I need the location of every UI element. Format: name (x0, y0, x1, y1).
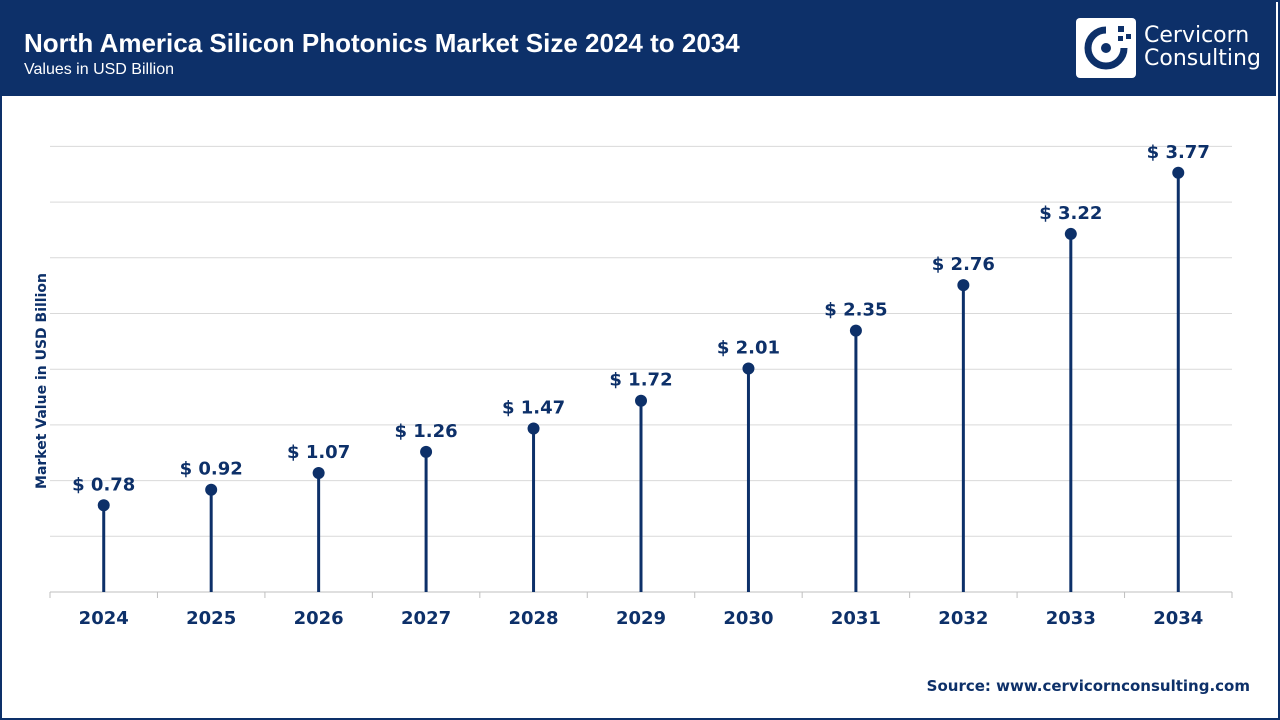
lollipop-point (849, 324, 862, 337)
x-tick-label: 2027 (401, 608, 451, 629)
data-label: $ 1.72 (609, 370, 672, 391)
x-tick-label: 2028 (508, 608, 558, 629)
lollipop-chart: 2024 2025 2026 2027 2028 2029 2030 2031 2032 2033… (34, 142, 1233, 629)
brand-line-1: Cervicorn (1144, 23, 1250, 48)
x-axis: 2024 2025 2026 2027 2028 2029 2030 2031 2032 2033… (49, 591, 1233, 629)
data-label: $ 0.92 (180, 459, 243, 480)
x-tick-label: 2034 (1153, 608, 1203, 629)
gridlines (50, 145, 1232, 537)
chart-subtitle: Values in USD Billion (24, 61, 174, 78)
lollipop-point (957, 279, 970, 292)
data-label: $ 3.77 (1147, 142, 1210, 163)
x-tick-label: 2026 (294, 608, 344, 629)
lollipop-point (1172, 166, 1185, 179)
x-tick-label: 2031 (831, 608, 881, 629)
y-axis-label: Market Value in USD Billion (34, 273, 50, 489)
brand-name: Cervicorn Consulting (1144, 24, 1261, 70)
chart-marks: $ 0.78 $ 0.92 $ 1.07 $ 1.26 $ 1.47 $ 1.72 $ 2.… (72, 142, 1210, 592)
data-label: $ 3.22 (1039, 203, 1102, 224)
data-label: $ 0.78 (72, 474, 135, 495)
lollipop-point (742, 362, 755, 375)
data-label: $ 2.01 (717, 337, 780, 358)
lollipop-point (527, 422, 540, 435)
brand-line-2: Consulting (1144, 46, 1261, 71)
data-label: $ 2.35 (824, 300, 887, 321)
x-tick-label: 2032 (938, 608, 988, 629)
lollipop-point (420, 445, 433, 458)
header-bar: North America Silicon Photonics Market S… (0, 0, 1276, 96)
data-label: $ 1.26 (394, 421, 457, 442)
x-tick-label: 2025 (186, 608, 236, 629)
lollipop-point (312, 467, 325, 480)
x-tick-label: 2029 (616, 608, 666, 629)
cervicorn-logo-icon (1076, 18, 1136, 78)
source-note: Source: www.cervicornconsulting.com (926, 677, 1250, 695)
lollipop-point (635, 394, 647, 407)
x-tick-label: 2024 (79, 608, 129, 629)
data-label: $ 2.76 (932, 254, 995, 275)
x-tick-label: 2030 (723, 608, 773, 629)
x-tick-label: 2033 (1046, 608, 1096, 629)
data-label: $ 1.07 (287, 442, 350, 463)
chart-title: North America Silicon Photonics Market S… (24, 28, 740, 58)
data-label: $ 1.47 (502, 398, 565, 419)
lollipop-point (1064, 227, 1077, 240)
lollipop-point (97, 499, 110, 512)
lollipop-point (205, 483, 218, 496)
